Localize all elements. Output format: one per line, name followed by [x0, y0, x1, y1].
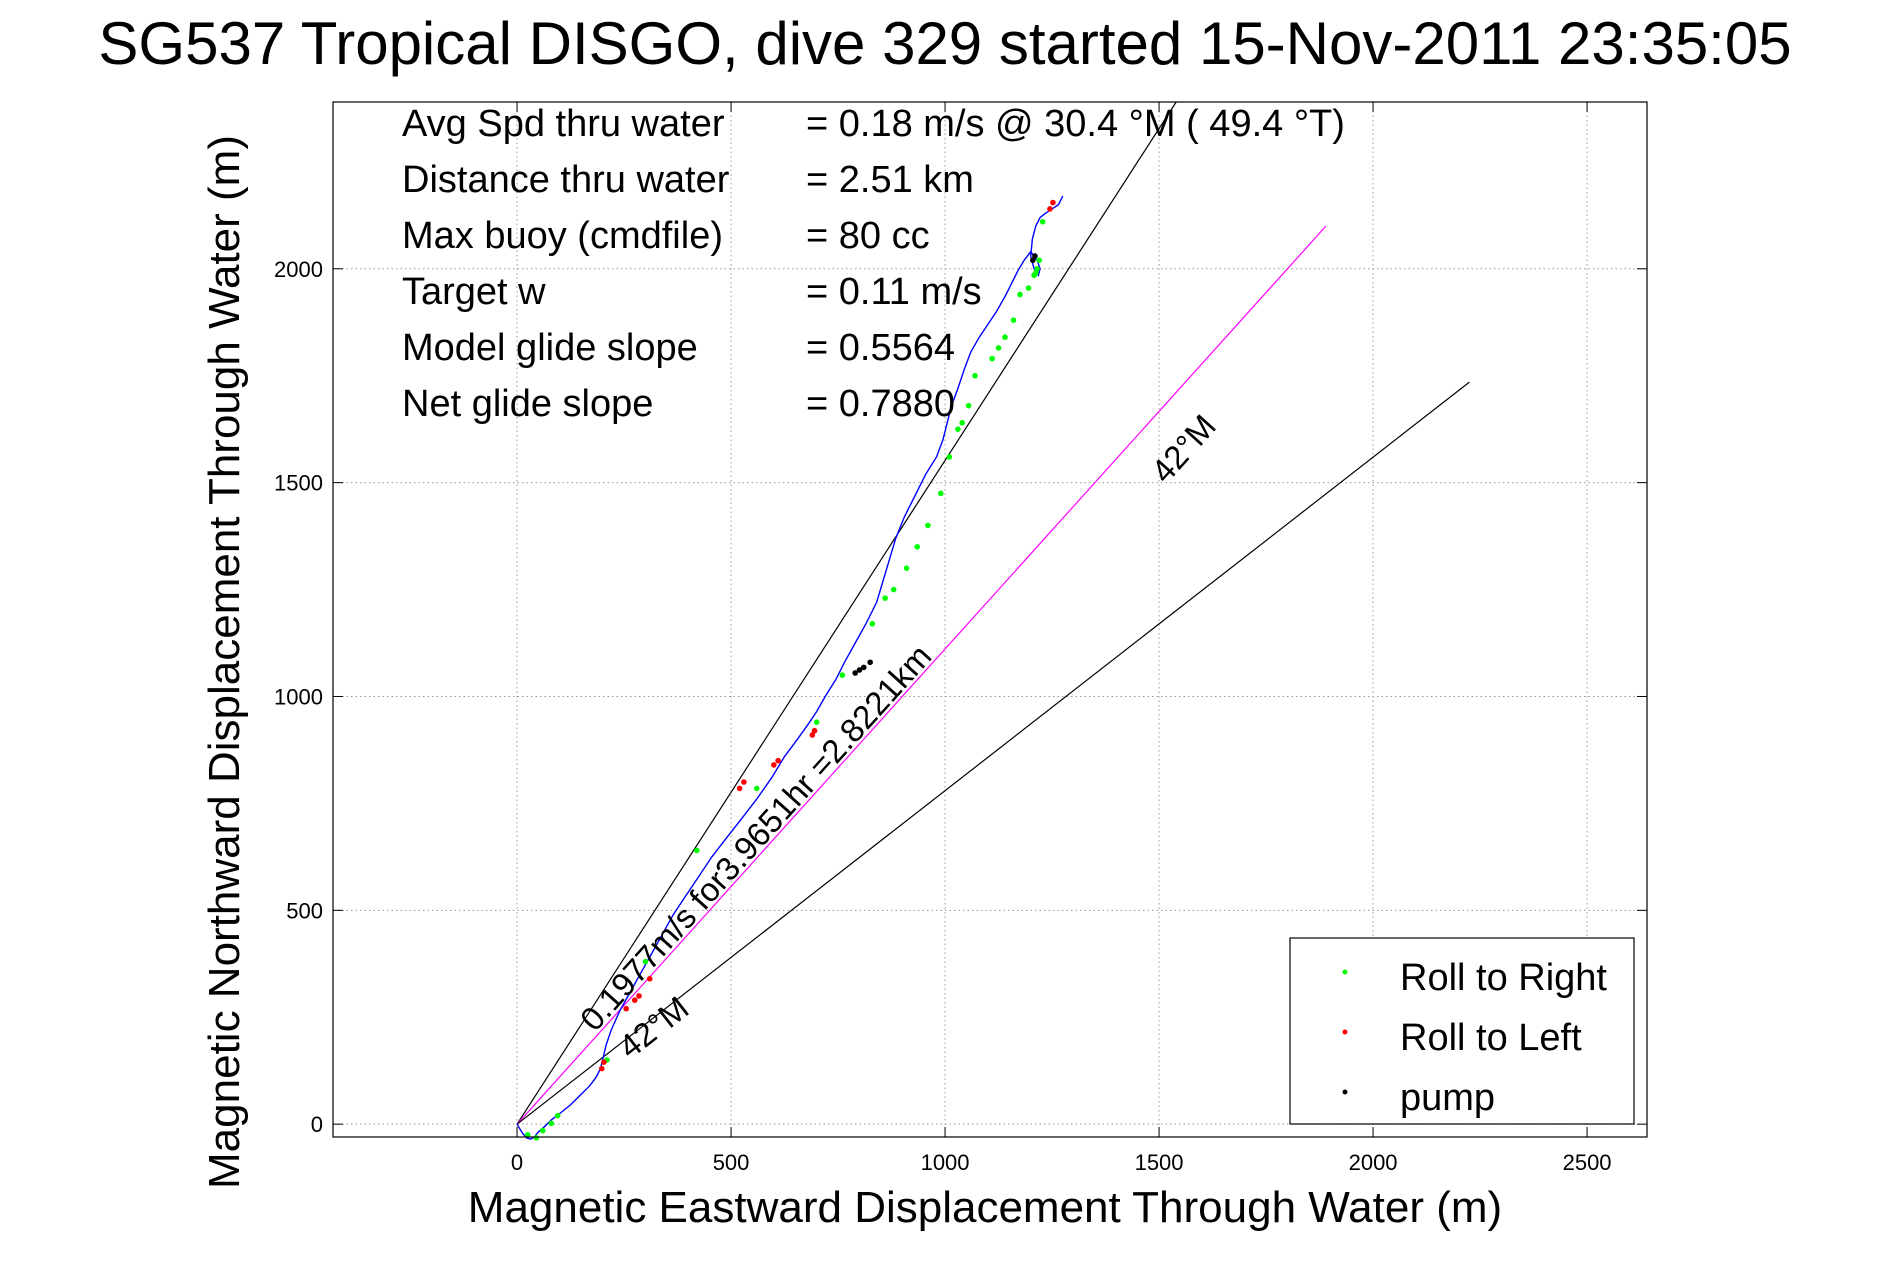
- legend-box: [1289, 937, 1635, 1125]
- roll-to-left-point: [636, 993, 642, 999]
- roll-to-left-point: [1050, 199, 1056, 206]
- x-tick-label: 1500: [1135, 1150, 1184, 1175]
- roll-to-right-point: [989, 355, 995, 362]
- roll-to-right-point: [937, 490, 944, 497]
- y-tick-label: 0: [311, 1112, 323, 1137]
- stat-label: Net glide slope: [402, 383, 653, 425]
- roll-to-right-point: [972, 372, 978, 379]
- roll-to-right-point: [554, 1112, 561, 1119]
- roll-to-right-point: [903, 565, 910, 571]
- roll-to-right-point: [959, 419, 965, 426]
- y-tick-label: 500: [286, 898, 323, 923]
- roll-to-right-point: [1017, 291, 1023, 298]
- roll-to-left-point: [775, 757, 781, 764]
- roll-to-right-point: [995, 345, 1002, 351]
- x-tick-label: 0: [511, 1150, 523, 1175]
- roll-to-left-point: [598, 1065, 605, 1072]
- roll-to-right-point: [839, 672, 846, 678]
- roll-to-right-point: [1010, 317, 1017, 323]
- roll-to-left-point: [809, 732, 816, 738]
- roll-to-left-point: [811, 727, 818, 734]
- roll-to-right-point: [539, 1127, 546, 1134]
- roll-to-left-point: [741, 779, 747, 785]
- speed-annotation: 0.1977m/s for3.9651hr =2.8221km: [573, 637, 939, 1037]
- stat-label: Distance thru water: [402, 159, 730, 201]
- stat-value: = 2.51 km: [806, 159, 974, 201]
- roll-to-right-point: [1025, 285, 1032, 291]
- x-axis-label: Magnetic Eastward Displacement Through W…: [468, 1183, 1502, 1232]
- pump-point: [1032, 253, 1038, 259]
- pump-point: [860, 664, 867, 671]
- stat-value: = 80 cc: [806, 215, 930, 257]
- legend-marker-roll-to-left: [1342, 1029, 1348, 1035]
- roll-to-right-point: [642, 958, 649, 965]
- chart-title: SG537 Tropical DISGO, dive 329 started 1…: [98, 10, 1791, 77]
- roll-to-right-point: [753, 785, 760, 792]
- glider-track-line: [516, 195, 1064, 1140]
- upper-bound-line: [516, 101, 1177, 1125]
- roll-to-right-point: [1034, 265, 1040, 272]
- roll-to-left-point: [771, 762, 777, 768]
- stat-value: = 0.7880: [806, 383, 955, 425]
- legend-marker-roll-to-right: [1342, 969, 1348, 975]
- x-tick-label: 500: [713, 1150, 750, 1175]
- y-tick-label: 2000: [274, 257, 323, 282]
- track-layer: [516, 195, 1064, 1140]
- stat-label: Avg Spd thru water: [402, 103, 725, 145]
- roll-to-right-point: [1039, 218, 1046, 225]
- roll-to-left-point: [631, 997, 638, 1003]
- roll-to-right-point: [914, 543, 921, 550]
- x-tick-label: 1000: [921, 1150, 970, 1175]
- heading-line: [516, 225, 1327, 1125]
- legend: Roll to Right Roll to Left pump: [1289, 937, 1635, 1125]
- roll-to-right-point: [1002, 334, 1008, 341]
- roll-to-left-point: [601, 1059, 607, 1065]
- legend-label-pump: pump: [1400, 1077, 1495, 1119]
- pump-point: [852, 670, 858, 676]
- stat-label: Max buoy (cmdfile): [402, 215, 723, 257]
- plot-frame: [332, 101, 1648, 1138]
- roll-to-right-point: [869, 620, 876, 627]
- roll-to-right-point: [946, 454, 953, 460]
- roll-to-right-point: [955, 426, 961, 432]
- pump-point: [1030, 257, 1036, 264]
- roll-to-right-point: [533, 1135, 540, 1141]
- roll-to-left-point: [1047, 206, 1053, 212]
- stats-block: Avg Spd thru water = 0.18 m/s @ 30.4 °M (…: [402, 103, 1345, 425]
- roll-to-left-point: [646, 975, 653, 982]
- x-tick-label: 2500: [1563, 1150, 1612, 1175]
- roll-to-right-point: [694, 847, 700, 854]
- roll-to-right-point: [925, 522, 931, 529]
- stat-value: = 0.5564: [806, 327, 955, 369]
- roll-to-right-point: [1032, 270, 1039, 276]
- stat-value: = 0.18 m/s @ 30.4 °M ( 49.4 °T): [806, 103, 1345, 145]
- stat-label: Target w: [402, 271, 546, 313]
- reference-lines: [516, 101, 1470, 1125]
- axis-ticks: 0 500 1000 1500 2000 2500 0 500 1000 1500 2000: [274, 102, 1647, 1175]
- pump-point: [856, 667, 863, 673]
- x-tick-label: 2000: [1349, 1150, 1398, 1175]
- roll-to-right-point: [1036, 257, 1043, 264]
- roll-to-left-point: [623, 1005, 629, 1012]
- stat-label: Model glide slope: [402, 327, 698, 369]
- y-tick-label: 1500: [274, 471, 323, 496]
- roll-to-right-point: [882, 595, 888, 601]
- legend-label-roll-to-left: Roll to Left: [1400, 1017, 1582, 1059]
- roll-to-right-point: [890, 586, 897, 593]
- lower-bound-line: [516, 381, 1470, 1125]
- roll-to-right-point: [813, 719, 820, 725]
- roll-to-right-point: [965, 402, 972, 409]
- roll-to-right-point: [548, 1120, 555, 1127]
- y-tick-label: 1000: [274, 684, 323, 709]
- stat-value: = 0.11 m/s: [806, 271, 982, 313]
- heading-annotation-upper: 42°M: [1144, 407, 1223, 489]
- roll-to-left-point: [736, 785, 743, 792]
- pump-point: [867, 659, 873, 666]
- legend-label-roll-to-right: Roll to Right: [1400, 957, 1607, 999]
- legend-marker-pump: [1342, 1089, 1348, 1095]
- roll-to-right-point: [524, 1132, 531, 1138]
- y-axis-label: Magnetic Northward Displacement Through …: [200, 135, 249, 1189]
